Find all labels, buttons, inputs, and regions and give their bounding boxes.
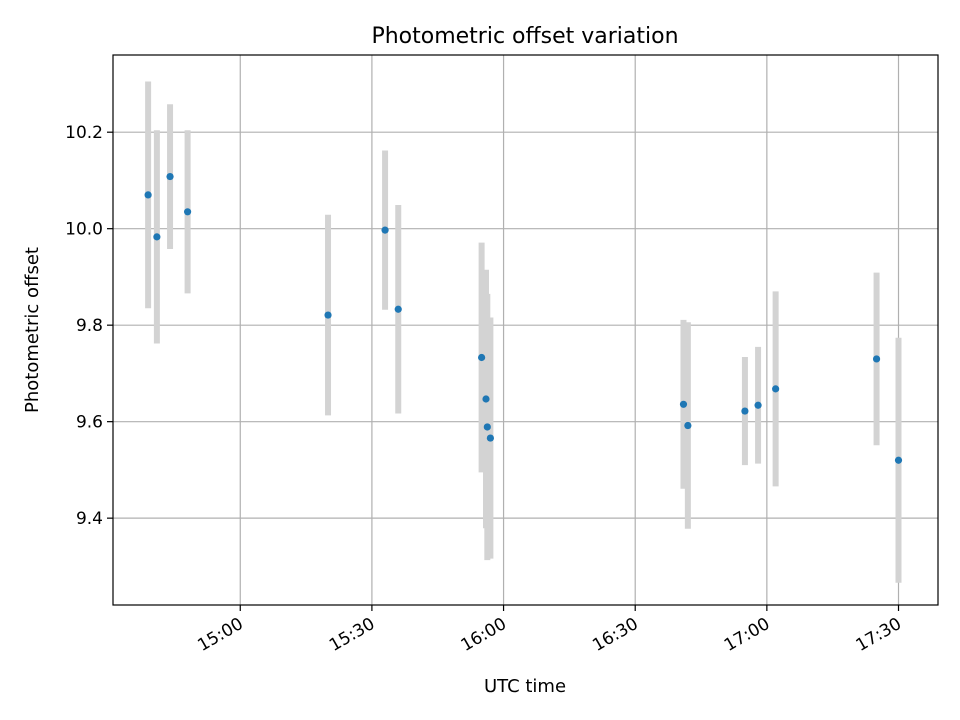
y-axis-label: Photometric offset xyxy=(22,247,43,413)
data-point xyxy=(754,401,762,409)
data-point xyxy=(741,407,749,415)
data-point xyxy=(324,311,332,319)
data-point xyxy=(772,385,780,393)
y-tick-label: 9.4 xyxy=(76,509,103,529)
data-point xyxy=(684,421,692,430)
data-point xyxy=(153,233,161,241)
x-tick-label: 15:30 xyxy=(326,614,378,656)
data-point xyxy=(894,456,903,464)
x-tick-label: 16:30 xyxy=(589,614,641,656)
chart-title: Photometric offset variation xyxy=(371,24,678,49)
x-tick-label: 15:00 xyxy=(194,614,246,656)
y-axis-ticks: 9.4 9.6 9.8 10.0 10.2 xyxy=(65,123,113,529)
y-tick-label: 10.0 xyxy=(65,220,103,240)
y-tick-label: 9.8 xyxy=(76,316,103,336)
data-point xyxy=(483,423,491,431)
x-tick-label: 17:30 xyxy=(853,614,905,656)
data-point xyxy=(381,226,389,234)
data-point xyxy=(144,191,152,199)
error-bars xyxy=(145,81,902,583)
data-point xyxy=(184,208,192,216)
grid-lines xyxy=(113,55,938,605)
plot-frame xyxy=(112,54,939,606)
data-point xyxy=(394,305,402,313)
data-point xyxy=(486,434,494,442)
data-point xyxy=(478,353,486,362)
data-markers xyxy=(144,172,903,464)
data-point xyxy=(679,400,688,408)
data-point xyxy=(482,395,490,403)
x-tick-label: 17:00 xyxy=(721,614,773,656)
x-axis-label: UTC time xyxy=(484,676,566,697)
y-tick-label: 10.2 xyxy=(65,123,103,143)
data-point xyxy=(872,355,881,363)
y-tick-label: 9.6 xyxy=(76,413,103,433)
x-axis-ticks: 15:00 15:30 16:00 16:30 17:00 17:30 xyxy=(194,605,905,656)
x-tick-label: 16:00 xyxy=(458,614,510,656)
data-point xyxy=(166,172,174,181)
